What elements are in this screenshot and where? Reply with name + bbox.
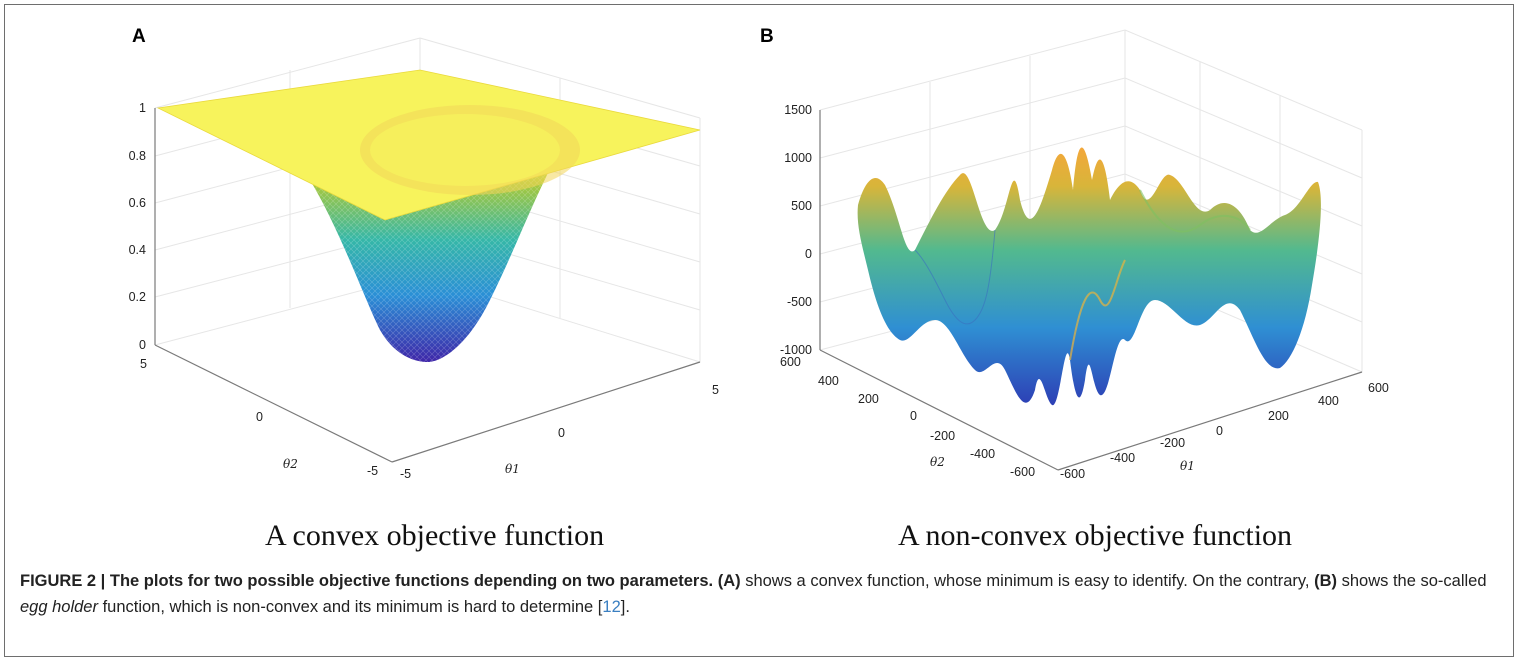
theta2-tick: -400 (970, 447, 995, 461)
panel-a-label: A (132, 26, 146, 47)
z-tick: 0 (805, 247, 812, 261)
theta2-tick: 600 (780, 355, 801, 369)
caption-text-b2: function, which is non-convex and its mi… (97, 598, 603, 616)
theta1-tick: -600 (1060, 467, 1085, 481)
theta2-tick: 0 (910, 409, 917, 423)
panel-b-z-ticks: -1000 -500 0 500 1000 1500 (780, 103, 812, 357)
theta2-tick: 5 (140, 357, 147, 371)
theta2-axis-label: θ2 (283, 457, 298, 471)
theta2-tick: 400 (818, 374, 839, 388)
z-tick: -1000 (780, 343, 812, 357)
caption-end: ]. (620, 598, 630, 616)
panel-a-theta2-ticks: 5 0 -5 (140, 357, 378, 478)
panel-b-theta2-ticks: 600 400 200 0 -200 -400 -600 (780, 355, 1035, 479)
z-tick: 0.8 (129, 149, 146, 163)
panel-b-surface (857, 147, 1321, 406)
caption-italic-term: egg holder (20, 598, 98, 616)
caption-text-a: shows a convex function, whose minimum i… (740, 572, 1315, 590)
z-tick: 0 (139, 338, 146, 352)
z-tick: 500 (791, 199, 812, 213)
z-tick: 0.6 (129, 196, 146, 210)
panel-b-subtitle: A non-convex objective function (898, 519, 1293, 552)
z-tick: 1500 (784, 103, 812, 117)
figure-caption: FIGURE 2 | The plots for two possible ob… (20, 568, 1500, 620)
theta2-tick: 0 (256, 410, 263, 424)
theta1-tick: 5 (712, 383, 719, 397)
panel-a-subtitle: A convex objective function (265, 519, 605, 552)
panel-a-surface (156, 69, 701, 362)
panel-b-label: B (760, 26, 774, 47)
figure-frame (4, 4, 1514, 657)
theta1-tick: -200 (1160, 436, 1185, 450)
theta2-tick: -600 (1010, 465, 1035, 479)
z-tick: 1 (139, 101, 146, 115)
z-tick: 1000 (784, 151, 812, 165)
theta1-tick: -400 (1110, 451, 1135, 465)
panel-b-theta1-ticks: -600 -400 -200 0 200 400 600 (1060, 381, 1389, 481)
theta2-axis-label: θ2 (930, 455, 945, 469)
panel-b-axes (819, 110, 1363, 471)
panel-a-z-ticks: 0 0.2 0.4 0.6 0.8 1 (129, 101, 146, 352)
theta1-axis-label: θ1 (505, 462, 520, 476)
theta1-tick: 600 (1368, 381, 1389, 395)
panel-b-plot: B -1000 -500 0 500 1000 1500 600 400 200… (760, 26, 1389, 481)
z-tick: 0.4 (129, 243, 146, 257)
theta1-tick: 0 (1216, 424, 1223, 438)
citation-link[interactable]: 12 (602, 598, 621, 616)
panel-a-plot: A 0 0.2 0.4 0.6 0.8 1 5 0 -5 -5 0 5 θ2 θ… (129, 26, 719, 481)
panel-a-theta1-ticks: -5 0 5 (400, 383, 719, 481)
theta1-axis-label: θ1 (1180, 459, 1195, 473)
theta1-tick: -5 (400, 467, 411, 481)
figure-number: FIGURE 2 | (20, 572, 110, 590)
z-tick: 0.2 (129, 290, 146, 304)
theta2-tick: -5 (367, 464, 378, 478)
panel-a-axes (154, 108, 701, 463)
theta1-tick: 0 (558, 426, 565, 440)
caption-ref-a: (A) (717, 572, 741, 590)
caption-title: The plots for two possible objective fun… (109, 572, 714, 590)
theta1-tick: 200 (1268, 409, 1289, 423)
caption-text-b1: shows the so-called (1337, 572, 1487, 590)
z-tick: -500 (787, 295, 812, 309)
caption-ref-b: (B) (1314, 572, 1338, 590)
theta1-tick: 400 (1318, 394, 1339, 408)
theta2-tick: 200 (858, 392, 879, 406)
theta2-tick: -200 (930, 429, 955, 443)
